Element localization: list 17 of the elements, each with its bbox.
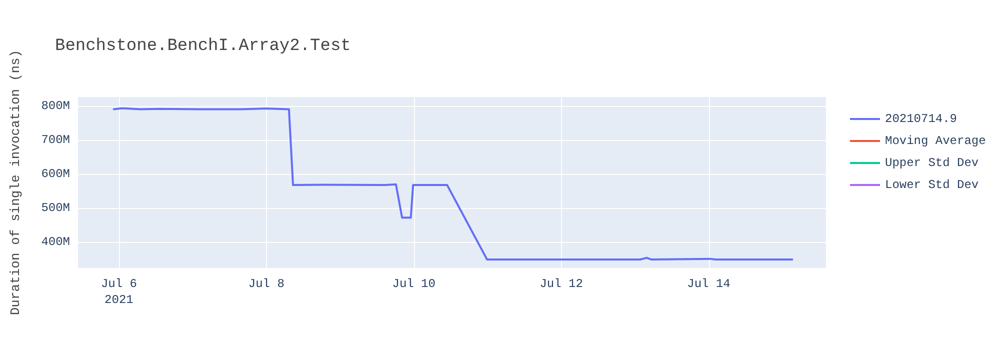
x-tick-label: Jul 12 [540, 277, 583, 291]
y-axis-title: Duration of single invocation (ns) [8, 50, 23, 316]
x-tick-label: Jul 8 [248, 277, 284, 291]
y-tick-label: 600M [41, 166, 70, 181]
legend-label: 20210714.9 [885, 112, 958, 126]
x-tick-label: Jul 14 [687, 277, 730, 291]
y-tick-label: 400M [41, 234, 70, 249]
y-tick-label: 700M [41, 132, 70, 147]
legend-label: Moving Average [885, 134, 986, 148]
chart-title: Benchstone.BenchI.Array2.Test [55, 37, 351, 56]
legend-label: Upper Std Dev [885, 156, 979, 170]
y-tick-label: 500M [41, 200, 70, 215]
x-tick-label: Jul 10 [392, 277, 436, 291]
y-tick-label: 800M [41, 98, 70, 113]
line-series [112, 107, 794, 260]
legend-label: Lower Std Dev [885, 178, 979, 192]
x-tick-label: Jul 6 2021 [100, 277, 137, 307]
